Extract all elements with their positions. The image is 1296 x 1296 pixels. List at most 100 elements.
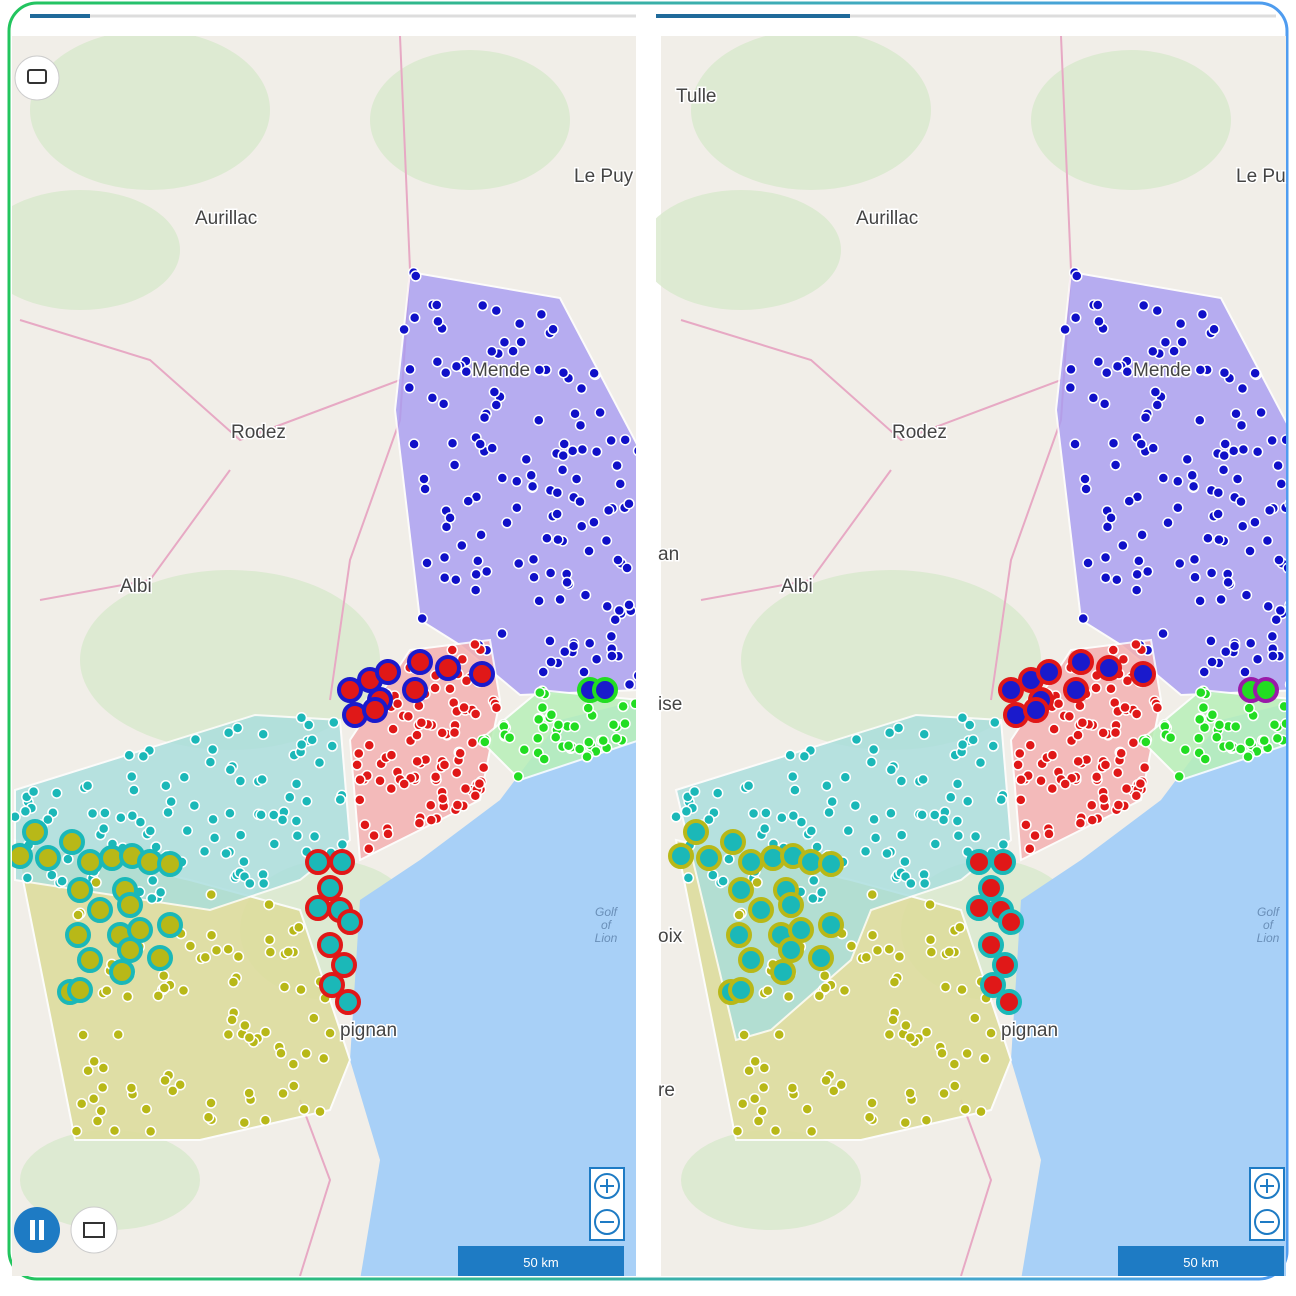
- site-marker: [267, 809, 280, 821]
- zoom-in[interactable]: [594, 1173, 620, 1199]
- site-marker: [146, 892, 158, 905]
- site-marker: [458, 701, 470, 714]
- site-marker: [885, 807, 897, 819]
- site-marker: [1280, 434, 1286, 446]
- cluster-marker: [818, 851, 844, 877]
- comment-button[interactable]: [14, 55, 60, 101]
- site-marker: [597, 734, 609, 747]
- zoom-out[interactable]: [1254, 1209, 1280, 1235]
- site-marker: [472, 555, 484, 567]
- site-marker: [490, 304, 503, 317]
- site-marker: [234, 775, 247, 787]
- site-marker: [188, 799, 201, 812]
- site-marker: [860, 951, 873, 964]
- cluster-marker: [668, 843, 694, 869]
- site-marker: [573, 743, 586, 755]
- site-marker: [1208, 323, 1220, 336]
- pause-button[interactable]: [14, 1207, 60, 1253]
- site-marker: [1107, 644, 1120, 656]
- site-marker: [1261, 534, 1274, 547]
- site-marker: [863, 1111, 876, 1123]
- site-marker: [961, 795, 974, 808]
- site-marker: [259, 1026, 272, 1038]
- site-marker: [1237, 443, 1250, 456]
- site-marker: [883, 1028, 896, 1041]
- site-marker: [1243, 702, 1255, 714]
- site-marker: [1271, 732, 1284, 745]
- cluster-marker: [980, 972, 1006, 998]
- site-marker: [535, 308, 548, 321]
- site-marker: [920, 1026, 933, 1038]
- site-marker: [1187, 480, 1200, 493]
- cluster-marker: [469, 661, 495, 687]
- site-marker: [866, 929, 879, 941]
- site-marker: [576, 443, 589, 456]
- site-marker: [486, 442, 498, 454]
- site-marker: [1213, 719, 1226, 731]
- cluster-marker: [978, 875, 1004, 901]
- cluster-marker: [990, 849, 1016, 875]
- site-marker: [263, 898, 275, 911]
- site-marker: [613, 604, 626, 617]
- site-marker: [159, 1074, 171, 1087]
- site-marker: [446, 644, 459, 656]
- layers-button[interactable]: [70, 1206, 118, 1254]
- site-marker: [938, 1087, 950, 1100]
- site-marker: [97, 822, 110, 835]
- cluster-marker: [966, 849, 992, 875]
- site-marker: [226, 1014, 238, 1026]
- site-marker: [1188, 553, 1201, 566]
- place-label: Aurillac: [195, 208, 257, 229]
- site-marker: [1072, 729, 1084, 741]
- site-marker: [590, 445, 603, 458]
- site-marker: [308, 1012, 320, 1024]
- site-marker: [538, 753, 550, 765]
- cluster-marker: [683, 819, 709, 845]
- controls-left: 50 km: [14, 55, 625, 1276]
- site-marker: [1065, 363, 1077, 376]
- site-marker: [545, 656, 557, 668]
- site-marker: [1035, 775, 1047, 787]
- site-marker: [128, 784, 140, 796]
- site-marker: [408, 312, 421, 324]
- place-label: Rodez: [231, 422, 286, 443]
- forest: [80, 570, 380, 750]
- cluster-marker: [726, 922, 752, 948]
- site-marker: [1099, 551, 1112, 564]
- cluster-marker: [996, 989, 1022, 1015]
- site-marker: [1195, 686, 1207, 699]
- site-marker: [1127, 736, 1140, 749]
- site-marker: [528, 571, 540, 584]
- site-marker: [1220, 646, 1232, 658]
- site-marker: [1043, 828, 1055, 840]
- site-marker: [1080, 483, 1092, 495]
- cluster-marker: [978, 932, 1004, 958]
- labels-right: Tulle Aurillac Le Pu Mende Rodez Albi pi…: [657, 85, 1288, 1103]
- place-label: Le Puy: [574, 166, 634, 187]
- place-label: oix: [658, 926, 683, 947]
- site-marker: [158, 982, 171, 994]
- site-marker: [174, 1079, 186, 1091]
- site-marker: [594, 406, 606, 419]
- zoom-in[interactable]: [1254, 1173, 1280, 1199]
- site-marker: [895, 775, 908, 787]
- site-marker: [205, 888, 218, 901]
- site-marker: [1268, 719, 1281, 731]
- cluster-marker: [87, 897, 113, 923]
- site-marker: [749, 1055, 761, 1068]
- site-marker: [987, 740, 999, 752]
- site-marker: [1159, 336, 1172, 349]
- zoom-out[interactable]: [594, 1209, 620, 1235]
- cluster-marker: [305, 895, 331, 921]
- zoom-in-icon: [600, 1179, 614, 1193]
- site-marker: [1024, 842, 1036, 855]
- site-marker: [1139, 411, 1152, 424]
- site-marker: [1119, 701, 1131, 714]
- site-marker: [466, 736, 479, 749]
- site-marker: [1234, 743, 1247, 755]
- site-marker: [88, 1055, 100, 1068]
- site-marker: [899, 1116, 912, 1129]
- site-marker: [382, 828, 394, 840]
- site-marker: [125, 1082, 138, 1094]
- site-marker: [1097, 727, 1109, 739]
